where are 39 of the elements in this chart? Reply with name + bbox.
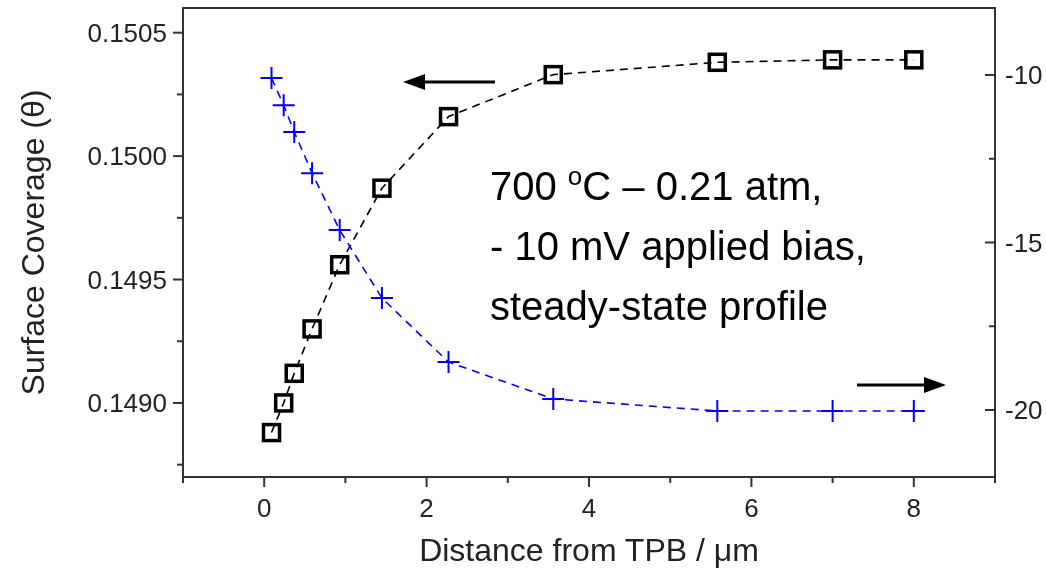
point: [301, 162, 324, 185]
x-tick-label: 2: [419, 493, 434, 523]
point: [261, 422, 282, 443]
y-tick-label: 0.1500: [87, 141, 167, 172]
point: [260, 67, 283, 90]
x-tick-label: 8: [906, 493, 922, 523]
point: [902, 400, 925, 423]
y2-tick-label: -10: [1005, 60, 1043, 90]
y-tick-label: 0.1495: [87, 264, 167, 295]
annotation: 700 $^{o}$C – 0.21 atm,: [490, 161, 823, 208]
annotation: - 10 mV applied bias,: [490, 224, 866, 268]
x-tick-label: 6: [744, 493, 759, 523]
point: [706, 400, 729, 423]
y2-tick-label: -15: [1005, 227, 1043, 258]
point: [370, 287, 393, 310]
x-tick-label: 4: [581, 493, 597, 523]
y-axis-title: Surface Coverage (θ): [15, 89, 51, 396]
y2-tick-label: -20: [1005, 395, 1043, 425]
point: [542, 387, 565, 410]
point: [302, 319, 322, 339]
point: [821, 400, 844, 423]
x-tick-label: 0: [256, 493, 272, 523]
point: [284, 363, 304, 384]
point: [283, 120, 306, 143]
point: [437, 351, 460, 374]
point: [822, 50, 843, 70]
y-tick-label: 0.1505: [87, 17, 167, 48]
point: [543, 64, 564, 85]
x-axis-title: Distance from TPB / μm: [419, 532, 759, 568]
point: [372, 178, 392, 198]
point: [328, 219, 351, 242]
point: [272, 94, 295, 117]
point: [273, 393, 294, 413]
y-tick-label: 0.1490: [87, 387, 167, 418]
point: [904, 50, 924, 70]
point: [329, 254, 350, 275]
point: [438, 106, 459, 127]
annotation: steady-state profile: [490, 284, 828, 328]
point: [707, 52, 728, 73]
